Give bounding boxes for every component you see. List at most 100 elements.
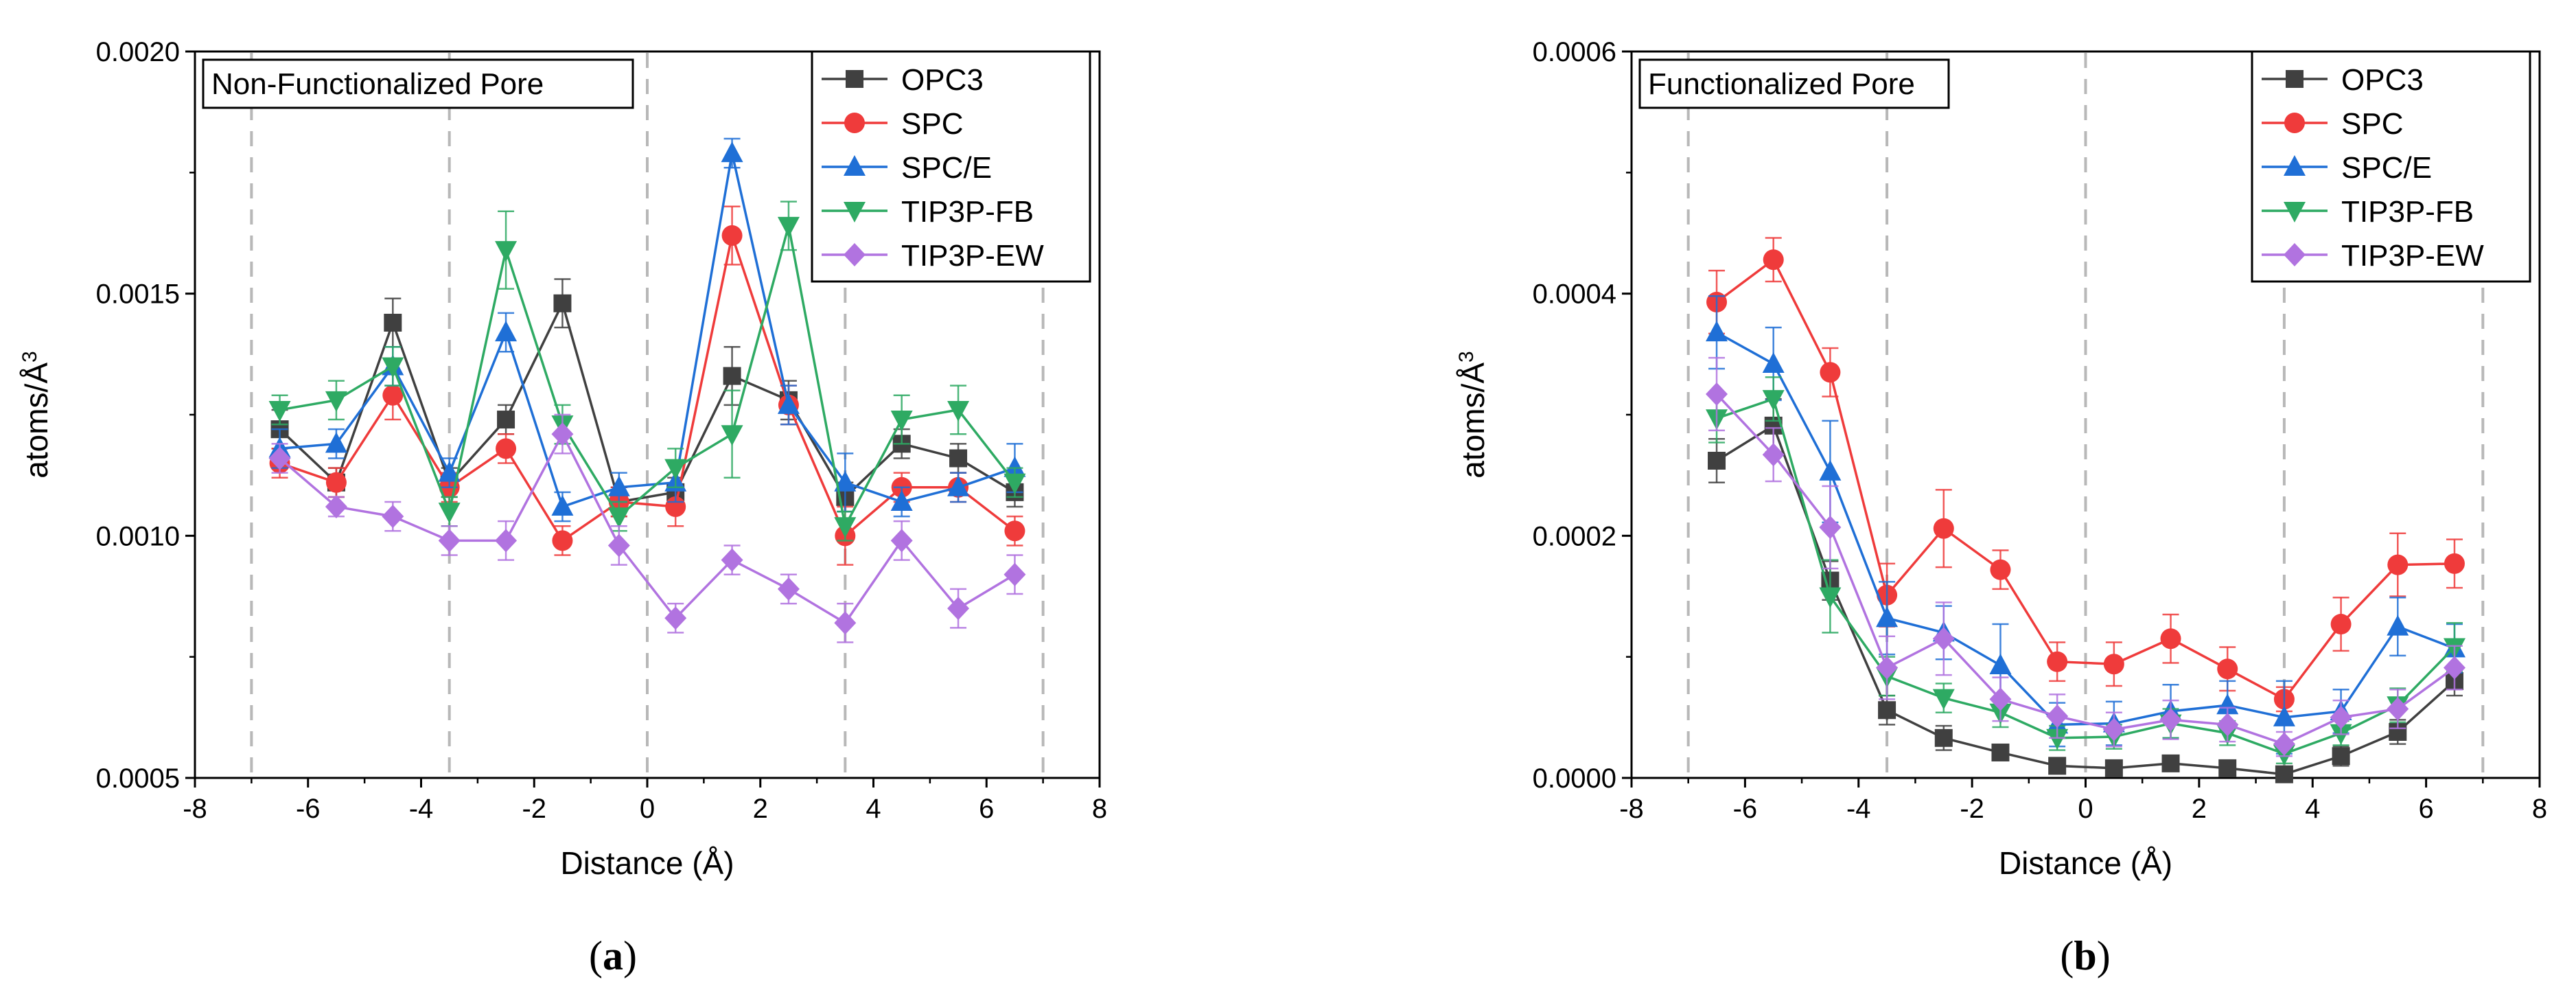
data-point-tip3p-fb — [438, 503, 461, 524]
data-point-opc3 — [2048, 757, 2067, 775]
x-tick-label: -4 — [409, 794, 434, 824]
data-point-spc — [382, 384, 404, 406]
x-tick-label: 8 — [2532, 794, 2547, 824]
panel-label: (b) — [2060, 933, 2110, 978]
data-point-tip3p-ew — [2216, 713, 2239, 737]
data-point-tip3p-fb — [607, 507, 630, 529]
y-tick-label: 0.0004 — [1533, 279, 1616, 310]
panel-letter: b — [2074, 933, 2096, 978]
x-tick-label: 4 — [2305, 794, 2320, 824]
legend-marker-tip3p-ew — [844, 243, 866, 266]
data-point-spc — [1763, 249, 1784, 271]
data-point-spc-e — [438, 461, 461, 482]
data-point-spc — [1990, 559, 2011, 580]
x-tick-label: 2 — [753, 794, 768, 824]
data-point-spc-e — [2216, 693, 2239, 715]
data-point-tip3p-ew — [721, 548, 743, 572]
series-line-opc3 — [279, 299, 1016, 503]
data-point-tip3p-ew — [1819, 515, 1842, 539]
data-point-spc-e — [2387, 615, 2409, 636]
data-point-tip3p-ew — [607, 533, 630, 558]
x-tick-label: -8 — [183, 794, 207, 824]
x-tick-label: 0 — [640, 794, 655, 824]
data-point-opc3 — [1878, 701, 1896, 720]
legend-label-tip3p-ew: TIP3P-EW — [901, 239, 1044, 273]
data-point-opc3 — [1934, 728, 1953, 747]
data-point-spc-e — [495, 321, 518, 342]
data-point-spc-e — [777, 393, 800, 414]
data-point-tip3p-fb — [1762, 390, 1785, 411]
series-tip3p-ew — [1706, 356, 2465, 757]
data-point-tip3p-ew — [2330, 705, 2352, 729]
data-point-opc3 — [497, 411, 515, 429]
chart-panel-b: -8 -6 -4 -2 0 2 4 6 8 0.0000 0.0002 0.0004 0.0006 Dis… — [1455, 37, 2547, 978]
legend-label-tip3p-fb: TIP3P-FB — [901, 195, 1034, 229]
data-point-spc-e — [325, 432, 347, 453]
y-axis-label: atoms/Å3 — [19, 351, 54, 478]
legend-marker-tip3p-fb — [844, 202, 866, 222]
data-point-tip3p-fb — [1003, 473, 1026, 494]
data-point-tip3p-ew — [551, 422, 574, 446]
y-tick-label: 0.0006 — [1533, 37, 1616, 67]
data-point-spc-e — [1876, 606, 1899, 628]
data-point-spc — [721, 225, 743, 246]
y-axis-label-superscript: 3 — [1455, 351, 1478, 363]
data-point-tip3p-ew — [268, 446, 291, 470]
data-point-tip3p-fb — [1932, 689, 1955, 710]
data-point-tip3p-fb — [268, 400, 291, 422]
data-point-tip3p-fb — [2046, 728, 2069, 750]
data-point-spc — [1933, 518, 1954, 539]
data-point-spc-e — [1762, 352, 1785, 373]
data-point-opc3 — [949, 449, 968, 468]
data-point-tip3p-ew — [1762, 443, 1785, 467]
data-point-spc-e — [1706, 321, 1728, 342]
x-tick-label: -6 — [1733, 794, 1758, 824]
x-tick-label: 2 — [2192, 794, 2207, 824]
chart-title: Non-Functionalized Pore — [211, 67, 544, 101]
series-line-tip3p-ew — [1715, 393, 2455, 746]
y-axis-label: atoms/Å3 — [1455, 351, 1491, 478]
x-axis-label: Distance (Å) — [560, 845, 734, 881]
data-point-tip3p-ew — [890, 529, 913, 553]
data-point-tip3p-ew — [834, 611, 857, 635]
legend-marker-spc-e — [844, 155, 866, 176]
series-line-spc — [1715, 257, 2455, 701]
data-point-spc — [2444, 553, 2465, 574]
data-point-tip3p-ew — [1876, 656, 1899, 680]
data-point-spc-e — [1003, 456, 1026, 477]
y-axis-label-superscript: 3 — [19, 351, 41, 363]
legend-label-spc: SPC — [901, 107, 963, 141]
data-point-opc3 — [2218, 759, 2237, 777]
legend-label-tip3p-ew: TIP3P-EW — [2341, 239, 2484, 273]
data-point-tip3p-ew — [2273, 732, 2295, 756]
y-tick-label: 0.0020 — [96, 37, 180, 67]
data-point-spc — [2387, 554, 2409, 575]
data-point-opc3 — [2332, 747, 2350, 766]
series-spc — [1706, 237, 2465, 713]
data-point-opc3 — [2161, 754, 2180, 772]
data-point-tip3p-ew — [2443, 656, 2465, 680]
data-point-opc3 — [2275, 765, 2293, 783]
series-line-spc-e — [279, 152, 1016, 509]
x-tick-label: -6 — [296, 794, 321, 824]
data-point-spc-e — [551, 495, 574, 516]
x-tick-label: 6 — [2419, 794, 2434, 824]
data-point-spc-e — [607, 475, 630, 496]
series-tip3p-ew — [268, 413, 1026, 643]
chart-title-box — [1638, 58, 1950, 109]
data-point-spc-e — [890, 490, 913, 511]
data-point-spc — [496, 438, 517, 459]
series-line-tip3p-fb — [1716, 397, 2456, 755]
legend-label-spc: SPC — [2341, 107, 2403, 141]
chart-title-box — [202, 58, 634, 109]
x-tick-label: 8 — [1092, 794, 1107, 824]
legend-label-opc3: OPC3 — [901, 63, 984, 97]
data-point-tip3p-ew — [1932, 627, 1955, 651]
series-line-tip3p-fb — [279, 225, 1016, 530]
data-point-spc-e — [2273, 705, 2295, 726]
data-point-tip3p-ew — [2102, 717, 2125, 742]
x-axis-label: Distance (Å) — [1999, 845, 2172, 881]
x-tick-label: -2 — [522, 794, 546, 824]
data-point-tip3p-fb — [890, 411, 913, 432]
